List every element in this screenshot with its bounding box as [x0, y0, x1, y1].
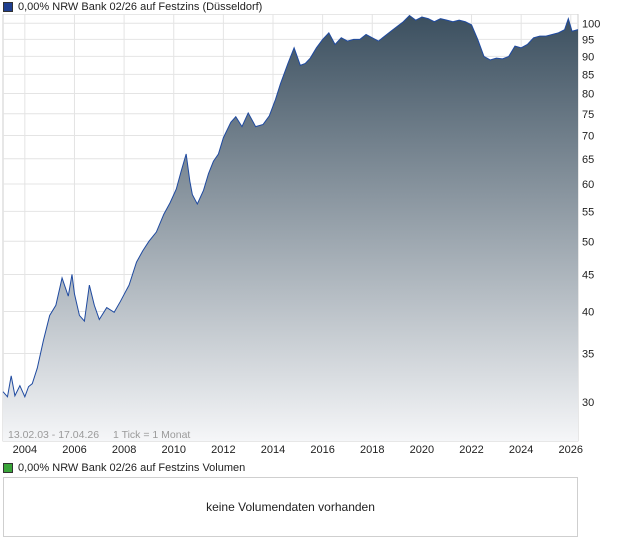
y-tick-label: 85 — [582, 69, 594, 81]
y-tick-label: 45 — [582, 269, 594, 281]
y-tick-label: 40 — [582, 306, 594, 318]
price-line — [2, 14, 579, 399]
y-tick-label: 100 — [582, 18, 600, 30]
x-tick-label: 2020 — [410, 444, 434, 456]
y-tick-label: 50 — [582, 236, 594, 248]
x-tick-label: 2016 — [310, 444, 334, 456]
no-volume-message: keine Volumendaten vorhanden — [206, 500, 375, 514]
price-legend-swatch — [3, 2, 13, 12]
x-tick-label: 2004 — [13, 444, 37, 456]
price-area — [3, 15, 578, 442]
tick-info-label: 1 Tick = 1 Monat — [113, 429, 190, 441]
y-tick-label: 80 — [582, 88, 594, 100]
price-legend: 0,00% NRW Bank 02/26 auf Festzins (Düsse… — [3, 0, 262, 14]
x-tick-label: 2024 — [509, 444, 533, 456]
y-tick-label: 95 — [582, 34, 594, 46]
x-tick-label: 2010 — [161, 444, 185, 456]
x-tick-label: 2018 — [360, 444, 384, 456]
y-tick-label: 90 — [582, 51, 594, 63]
price-chart: 30 35 40 45 50 55 60 65 70 75 80 85 90 95 100 2004 2006… — [2, 14, 600, 456]
y-tick-label: 70 — [582, 130, 594, 142]
y-tick-label: 30 — [582, 397, 594, 409]
x-tick-label: 2026 — [559, 444, 583, 456]
y-axis-labels: 30 35 40 45 50 55 60 65 70 75 80 85 90 95 100 — [582, 18, 600, 409]
volume-legend-swatch — [3, 463, 13, 473]
volume-legend-label: 0,00% NRW Bank 02/26 auf Festzins Volume… — [18, 462, 246, 474]
x-tick-label: 2022 — [459, 444, 483, 456]
x-tick-label: 2006 — [62, 444, 86, 456]
y-tick-label: 35 — [582, 348, 594, 360]
x-tick-label: 2014 — [261, 444, 285, 456]
date-range-label: 13.02.03 - 17.04.26 — [8, 429, 99, 441]
x-tick-label: 2008 — [112, 444, 136, 456]
y-tick-label: 75 — [582, 109, 594, 121]
x-axis-labels: 2004 2006 2008 2010 2012 2014 2016 2018 2020 2022… — [13, 444, 583, 456]
price-legend-label: 0,00% NRW Bank 02/26 auf Festzins (Düsse… — [18, 1, 263, 13]
x-tick-label: 2012 — [211, 444, 235, 456]
volume-panel: keine Volumendaten vorhanden — [3, 477, 578, 537]
y-tick-label: 65 — [582, 154, 594, 166]
volume-legend: 0,00% NRW Bank 02/26 auf Festzins Volume… — [3, 461, 245, 475]
y-tick-label: 60 — [582, 179, 594, 191]
y-tick-label: 55 — [582, 206, 594, 218]
